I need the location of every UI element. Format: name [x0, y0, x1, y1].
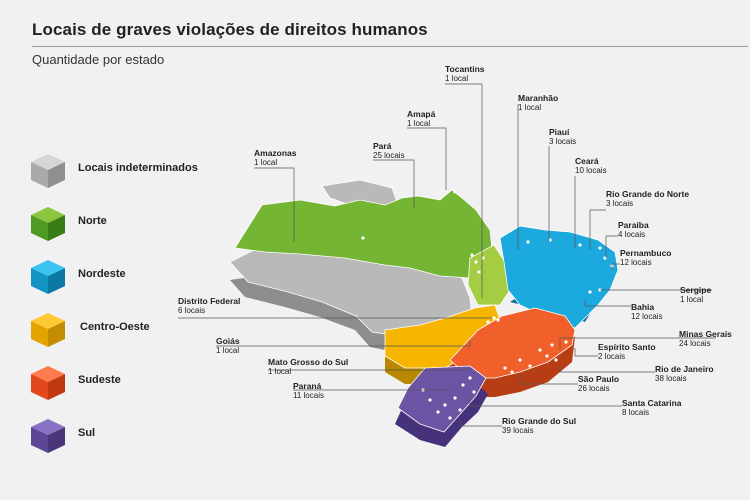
state-name: Amapá — [407, 109, 436, 119]
page-title: Locais de graves violações de direitos h… — [32, 20, 428, 39]
legend-label: Centro-Oeste — [80, 321, 150, 333]
state-name: Ceará — [575, 156, 599, 166]
state-name: Rio de Janeiro — [655, 364, 714, 374]
location-dots — [361, 190, 614, 420]
state-count: 39 locais — [502, 426, 534, 435]
cube-icon — [31, 207, 65, 241]
leader-lines — [178, 83, 716, 427]
state-name: Bahia — [631, 302, 654, 312]
state-name: Pará — [373, 141, 392, 151]
state-count: 1 local — [268, 367, 291, 376]
state-name: Distrito Federal — [178, 296, 240, 306]
region-sudeste — [449, 307, 576, 379]
cube-icon — [31, 313, 65, 347]
state-name: Mato Grosso do Sul — [268, 357, 348, 367]
title-divider — [32, 46, 748, 47]
legend-label: Nordeste — [78, 268, 126, 280]
cube-icon — [31, 154, 65, 188]
state-count: 26 locais — [578, 384, 610, 393]
state-name: São Paulo — [578, 374, 619, 384]
state-count: 1 local — [445, 74, 468, 83]
state-name: Paraíba — [618, 220, 649, 230]
state-tocantins — [467, 244, 511, 306]
state-name: Rio Grande do Norte — [606, 189, 689, 199]
region-nordeste — [499, 225, 619, 329]
state-count: 3 locais — [606, 199, 633, 208]
state-count: 1 local — [216, 346, 239, 355]
legend-label: Locais indeterminados — [78, 162, 198, 174]
state-name: Pernambuco — [620, 248, 672, 258]
state-count: 6 locais — [178, 306, 205, 315]
state-count: 10 locais — [575, 166, 607, 175]
state-count: 1 local — [254, 158, 277, 167]
state-count: 11 locais — [293, 391, 324, 400]
state-name: Piauí — [549, 127, 570, 137]
state-count: 4 locais — [618, 230, 645, 239]
state-name: Rio Grande do Sul — [502, 416, 576, 426]
state-count: 24 locais — [679, 339, 711, 348]
state-count: 3 locais — [549, 137, 576, 146]
state-count: 12 locais — [620, 258, 652, 267]
state-count: 1 local — [680, 295, 703, 304]
state-name: Tocantins — [445, 64, 485, 74]
state-name: Espírito Santo — [598, 342, 656, 352]
legend-label: Sudeste — [78, 374, 121, 386]
state-name: Goiás — [216, 336, 240, 346]
state-count: 38 locais — [655, 374, 687, 383]
cube-icon — [31, 419, 65, 453]
state-name: Paraná — [293, 381, 322, 391]
map-shapes — [229, 179, 619, 447]
state-count: 25 locais — [373, 151, 405, 160]
region-norte — [234, 189, 493, 279]
state-name: Santa Catarina — [622, 398, 682, 408]
state-labels: Tocantins 1 local Maranhão 1 local Amapá… — [178, 64, 732, 435]
cube-icon — [31, 366, 65, 400]
state-count: 1 local — [407, 119, 430, 128]
page-subtitle: Quantidade por estado — [32, 52, 165, 67]
state-name: Minas Gerais — [679, 329, 732, 339]
legend-label: Norte — [78, 215, 107, 227]
state-name: Maranhão — [518, 93, 558, 103]
state-name: Sergipe — [680, 285, 711, 295]
state-count: 12 locais — [631, 312, 663, 321]
state-count: 1 local — [518, 103, 541, 112]
legend-label: Sul — [78, 427, 96, 439]
cube-icon — [31, 260, 65, 294]
region-sul — [397, 365, 487, 433]
state-count: 8 locais — [622, 408, 649, 417]
state-count: 2 locais — [598, 352, 625, 361]
state-name: Amazonas — [254, 148, 297, 158]
